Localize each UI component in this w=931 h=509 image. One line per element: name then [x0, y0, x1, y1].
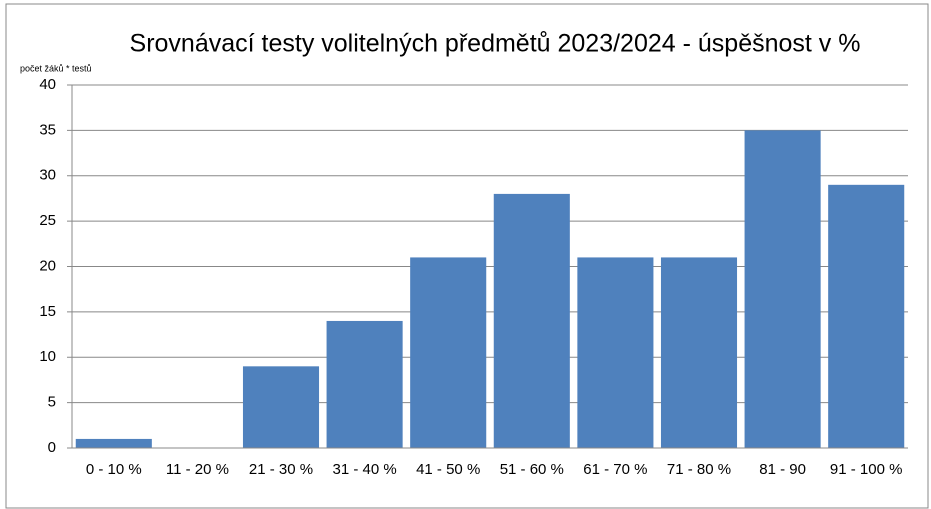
x-tick-label: 71 - 80 %	[667, 461, 731, 478]
x-tick-label: 81 - 90	[759, 461, 806, 478]
x-tick-label: 91 - 100 %	[830, 461, 903, 478]
bar	[410, 257, 487, 448]
y-axis-label: počet žáků * testů	[20, 63, 92, 73]
x-tick-label: 51 - 60 %	[500, 461, 564, 478]
y-tick-label: 40	[39, 76, 56, 93]
y-tick-label: 30	[39, 167, 56, 184]
y-tick-label: 5	[48, 394, 56, 411]
bar	[828, 184, 905, 448]
x-tick-label: 11 - 20 %	[166, 461, 229, 478]
bar	[326, 320, 403, 448]
bar	[577, 257, 654, 448]
bar	[493, 193, 570, 448]
y-tick-label: 35	[39, 121, 56, 138]
x-tick-label: 61 - 70 %	[583, 461, 647, 478]
x-tick-label: 0 - 10 %	[86, 461, 142, 478]
y-tick-label: 10	[39, 348, 56, 365]
bar	[75, 438, 152, 448]
y-tick-label: 25	[39, 212, 56, 229]
chart-frame	[5, 3, 929, 509]
x-tick-label: 41 - 50 %	[416, 461, 480, 478]
y-tick-label: 15	[39, 303, 56, 320]
chart-title: Srovnávací testy volitelných předmětů 20…	[130, 30, 861, 58]
y-tick-label: 0	[48, 439, 56, 456]
y-tick-label: 20	[39, 257, 56, 274]
bar	[242, 366, 320, 448]
x-tick-label: 21 - 30 %	[249, 461, 313, 478]
x-tick-label: 31 - 40 %	[332, 461, 396, 478]
bar	[744, 130, 821, 448]
bar	[660, 257, 738, 448]
